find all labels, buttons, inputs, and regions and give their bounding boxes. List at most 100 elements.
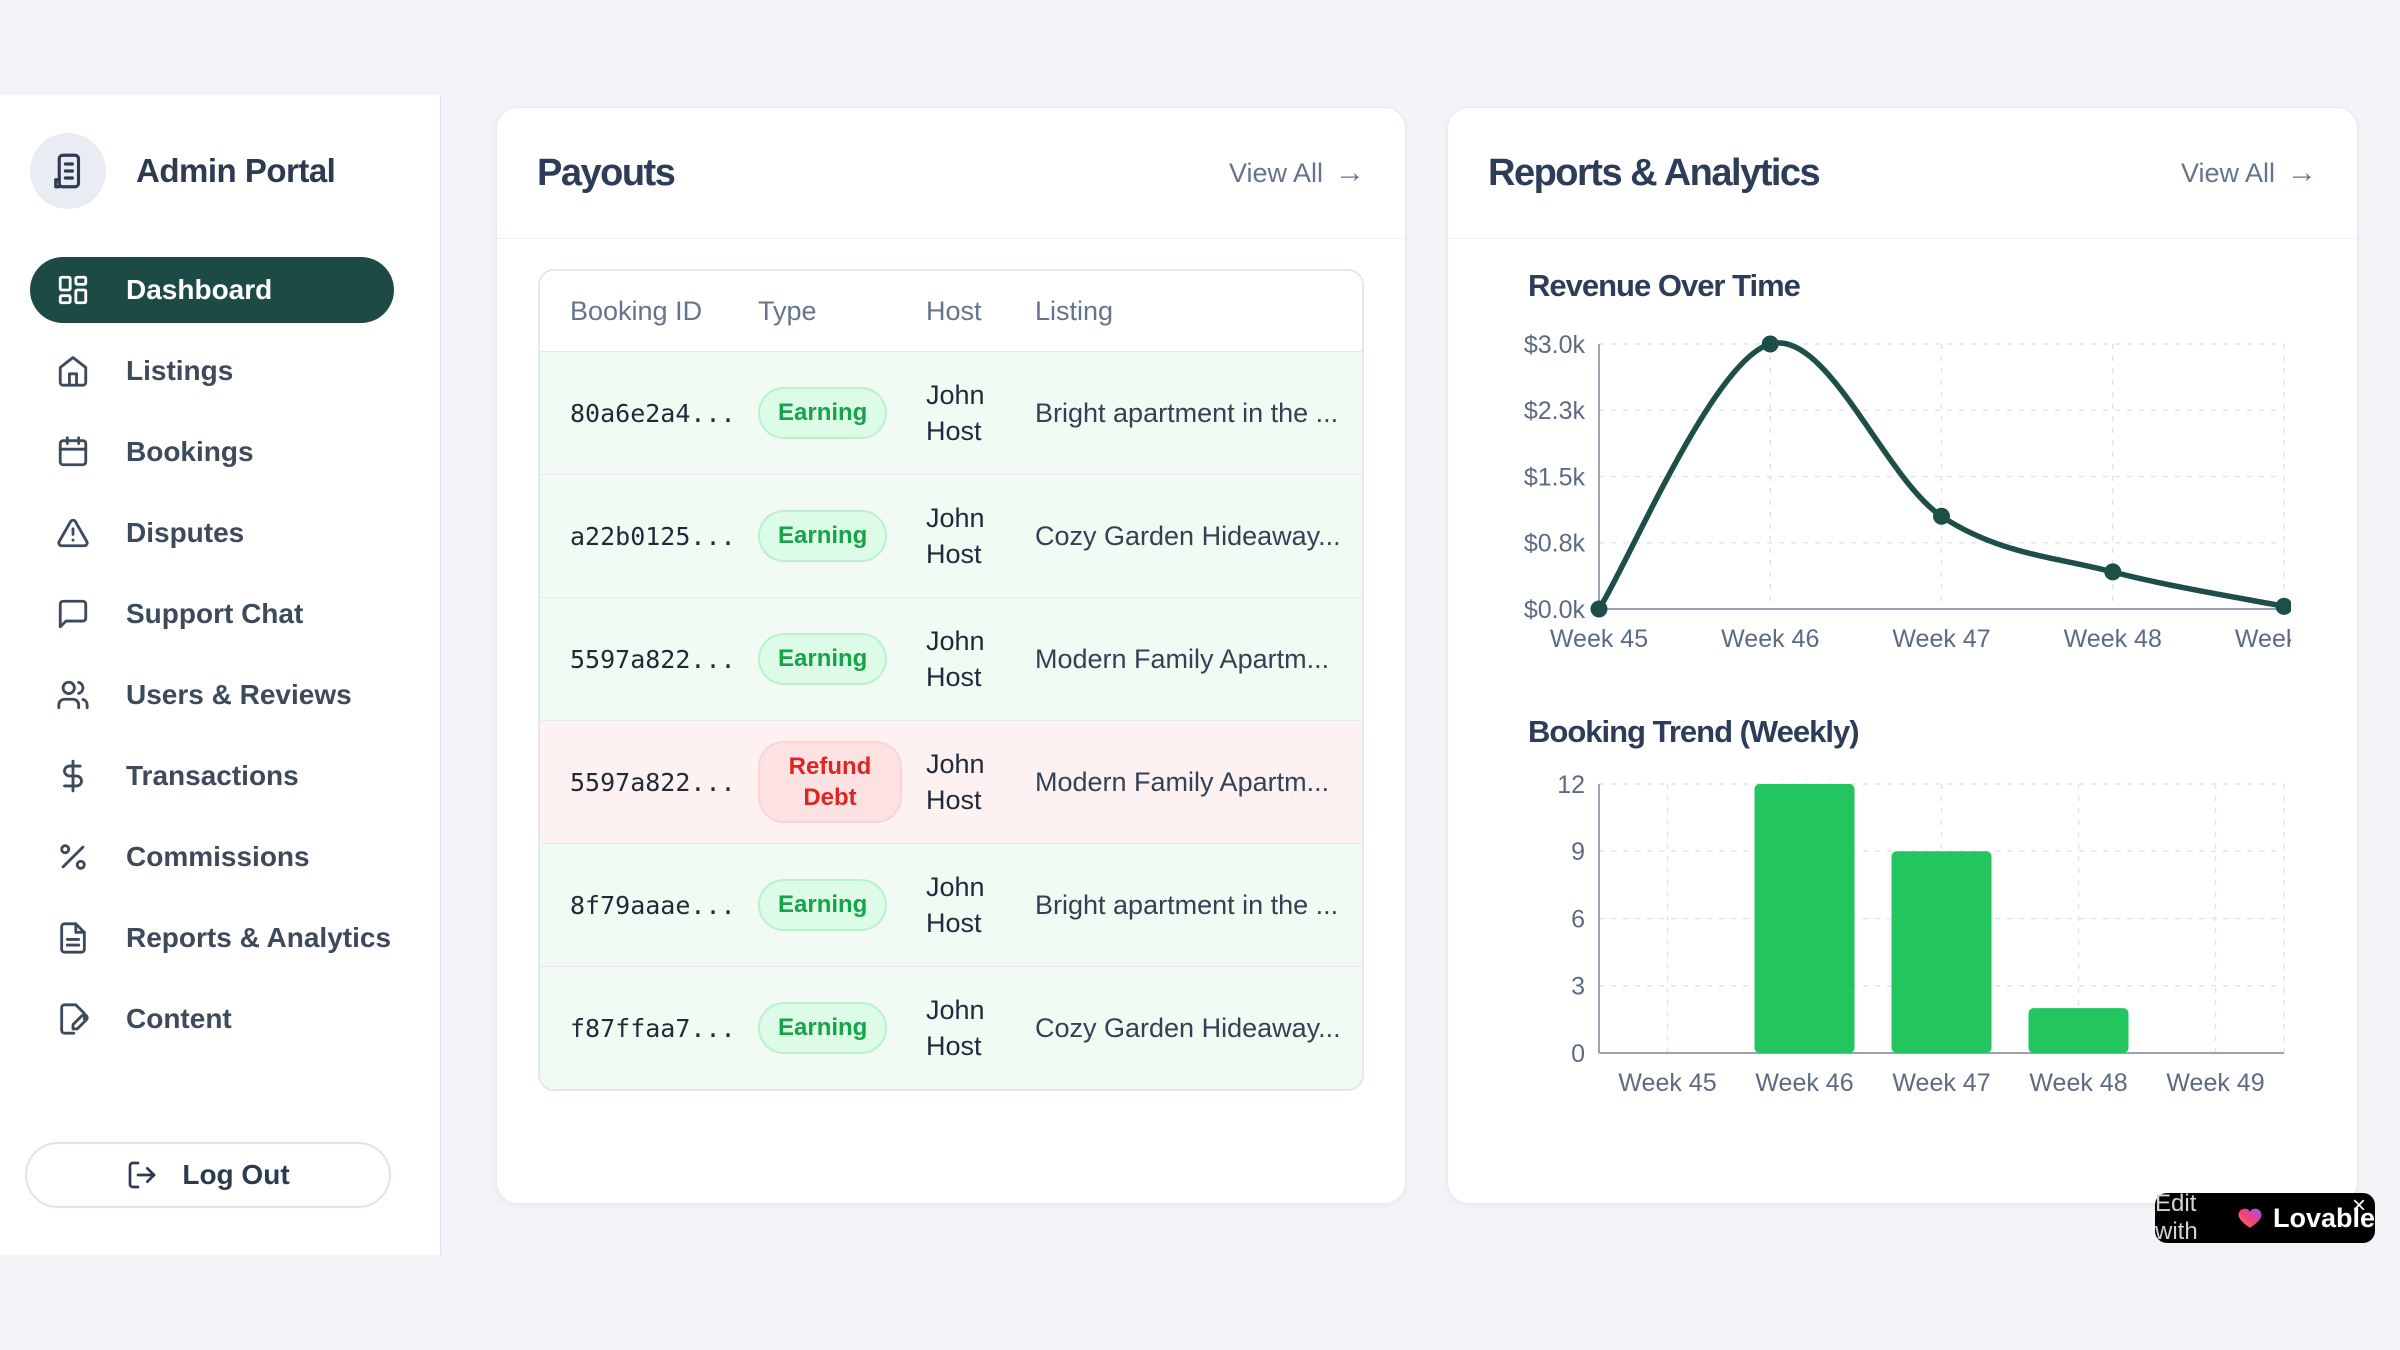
table-row[interactable]: 8f79aaae... Earning John Host Bright apa…: [540, 844, 1362, 967]
sidebar-item-disputes[interactable]: Disputes: [30, 500, 394, 566]
svg-text:$3.0k: $3.0k: [1524, 334, 1586, 359]
booking-bar-chart: 0 3 6 9 12 Week 45 Week 46 Week 47 Week 48 Week 4…: [1521, 771, 2291, 1114]
svg-text:Week 46: Week 46: [1755, 1069, 1853, 1097]
app-brand: Admin Portal: [0, 95, 440, 209]
host-cell: John Host: [926, 502, 985, 569]
payouts-title: Payouts: [537, 151, 676, 194]
type-cell: Earning: [758, 633, 926, 685]
svg-text:Week 47: Week 47: [1892, 625, 1990, 653]
type-badge: Earning: [758, 879, 888, 931]
booking-id-cell: f87ffaa7...: [570, 1013, 736, 1043]
svg-text:$0.8k: $0.8k: [1524, 530, 1586, 558]
logout-button[interactable]: Log Out: [25, 1142, 391, 1208]
listing-cell: Modern Family Apartm...: [1035, 643, 1330, 674]
type-cell: Earning: [758, 510, 926, 562]
view-all-label: View All: [2180, 157, 2275, 188]
sidebar-item-label: Support Chat: [126, 598, 304, 629]
type-badge: Earning: [758, 387, 888, 439]
close-icon[interactable]: ×: [2351, 1192, 2366, 1219]
sidebar-item-label: Content: [126, 1003, 232, 1034]
reports-view-all-link[interactable]: View All →: [2181, 158, 2317, 189]
type-badge: Earning: [758, 510, 888, 562]
file-pen-icon: [56, 1002, 90, 1036]
svg-text:9: 9: [1571, 838, 1585, 866]
svg-text:$0.0k: $0.0k: [1524, 596, 1586, 624]
arrow-right-icon: →: [1335, 156, 1365, 189]
listing-cell: Modern Family Apartm...: [1035, 766, 1330, 797]
alert-triangle-icon: [56, 516, 90, 550]
revenue-line-chart: $0.0k $0.8k $1.5k $2.3k $3.0k Week 45 Week 46 W…: [1521, 331, 2333, 654]
sidebar-item-users-reviews[interactable]: Users & Reviews: [30, 662, 394, 728]
type-badge: Earning: [758, 1002, 888, 1054]
booking-bar-chart-svg: 0 3 6 9 12 Week 45 Week 46 Week 47 Week 48 Week 4…: [1557, 771, 2285, 1097]
table-row[interactable]: 5597a822... Earning John Host Modern Fam…: [540, 598, 1362, 721]
sidebar-item-label: Dashboard: [126, 274, 273, 305]
users-icon: [56, 678, 90, 712]
booking-id-cell: 80a6e2a4...: [570, 398, 736, 428]
file-text-icon: [56, 921, 90, 955]
sidebar-item-commissions[interactable]: Commissions: [30, 824, 394, 890]
svg-text:Week 48: Week 48: [2029, 1069, 2127, 1097]
sidebar-item-dashboard[interactable]: Dashboard: [30, 257, 394, 323]
payouts-card: Payouts View All → Booking ID Type Host …: [496, 107, 1406, 1204]
payouts-view-all-link[interactable]: View All →: [1229, 158, 1365, 189]
host-cell: John Host: [926, 379, 985, 446]
svg-text:0: 0: [1571, 1040, 1585, 1068]
sidebar-nav: Dashboard Listings Bookings Disputes Sup…: [0, 257, 440, 1052]
payouts-table: Booking ID Type Host Listing 80a6e2a4...…: [538, 269, 1364, 1091]
revenue-line-chart-svg: $0.0k $0.8k $1.5k $2.3k $3.0k Week 45 Week 46 W…: [1524, 331, 2333, 653]
sidebar-item-label: Disputes: [126, 517, 245, 548]
layout-dashboard-icon: [56, 273, 90, 307]
booking-id-cell: 5597a822...: [570, 767, 736, 797]
table-row[interactable]: 5597a822... Refund Debt John Host Modern…: [540, 721, 1362, 844]
sidebar-item-transactions[interactable]: Transactions: [30, 743, 394, 809]
sidebar-item-listings[interactable]: Listings: [30, 338, 394, 404]
host-cell: John Host: [926, 625, 985, 692]
svg-text:$1.5k: $1.5k: [1524, 463, 1586, 491]
listing-cell: Bright apartment in the ...: [1035, 889, 1339, 920]
payouts-table-header: Booking ID Type Host Listing: [540, 271, 1362, 352]
sidebar-item-reports-analytics[interactable]: Reports & Analytics: [30, 905, 394, 971]
listing-cell: Bright apartment in the ...: [1035, 397, 1339, 428]
view-all-label: View All: [1228, 157, 1323, 188]
svg-text:6: 6: [1571, 905, 1585, 933]
app-logo: [30, 133, 106, 209]
svg-text:12: 12: [1557, 774, 1585, 799]
reports-header: Reports & Analytics View All →: [1448, 108, 2357, 239]
sidebar-item-label: Listings: [126, 355, 234, 386]
col-listing: Listing: [1035, 295, 1114, 326]
sidebar-item-content[interactable]: Content: [30, 986, 394, 1052]
dollar-sign-icon: [56, 759, 90, 793]
type-cell: Earning: [758, 879, 926, 931]
type-cell: Earning: [758, 1002, 926, 1054]
booking-id-cell: 8f79aaae...: [570, 890, 736, 920]
booking-id-cell: a22b0125...: [570, 521, 736, 551]
table-row[interactable]: 80a6e2a4... Earning John Host Bright apa…: [540, 352, 1362, 475]
svg-text:Week 45: Week 45: [1618, 1069, 1716, 1097]
table-row[interactable]: f87ffaa7... Earning John Host Cozy Garde…: [540, 967, 1362, 1089]
col-booking-id: Booking ID: [570, 295, 703, 326]
reports-card: Reports & Analytics View All → Revenue O…: [1447, 107, 2358, 1204]
edit-with-lovable-badge[interactable]: Edit with Lovable ×: [2155, 1190, 2375, 1245]
sidebar-item-label: Bookings: [126, 436, 254, 467]
svg-text:$2.3k: $2.3k: [1524, 397, 1586, 425]
listing-cell: Cozy Garden Hideaway...: [1035, 1012, 1341, 1043]
sidebar-item-support-chat[interactable]: Support Chat: [30, 581, 394, 647]
logout-icon: [129, 1161, 156, 1189]
badge-brand: Lovable: [2272, 1202, 2375, 1233]
table-row[interactable]: a22b0125... Earning John Host Cozy Garde…: [540, 475, 1362, 598]
logout-label: Log Out: [182, 1159, 290, 1190]
sidebar-item-label: Transactions: [126, 760, 299, 791]
host-cell: John Host: [926, 871, 985, 938]
payouts-header: Payouts View All →: [497, 108, 1405, 239]
sidebar-item-label: Commissions: [126, 841, 310, 872]
type-cell: Earning: [758, 387, 926, 439]
svg-text:Week 49: Week 49: [2166, 1069, 2264, 1097]
svg-text:3: 3: [1571, 973, 1585, 1001]
col-host: Host: [926, 295, 982, 326]
sidebar-item-bookings[interactable]: Bookings: [30, 419, 394, 485]
type-badge: Refund Debt: [758, 740, 902, 824]
app-title: Admin Portal: [136, 152, 336, 189]
payouts-table-body: 80a6e2a4... Earning John Host Bright apa…: [540, 352, 1362, 1089]
arrow-right-icon: →: [2287, 156, 2317, 189]
